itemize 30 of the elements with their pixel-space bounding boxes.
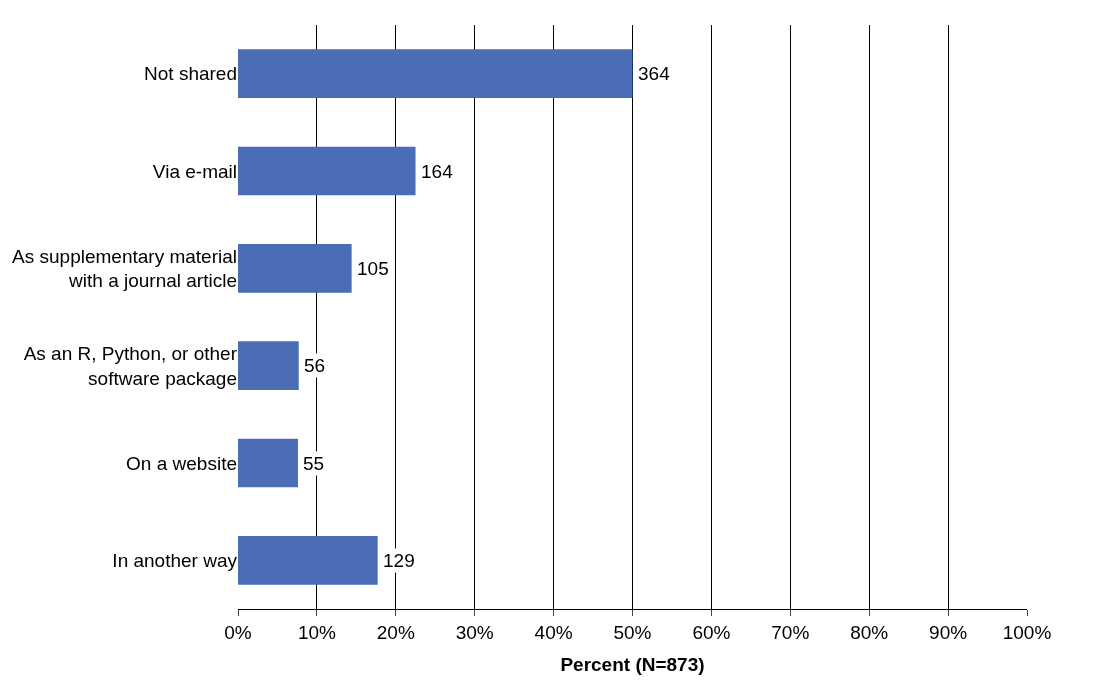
x-tick-label: 40% [534,621,573,643]
bar [238,49,633,98]
x-axis-title: Percent (N=873) [560,653,705,675]
y-tick-label: As supplementary material with a journal article [12,245,237,292]
x-tick-label: 0% [224,621,252,643]
annotation: 164 [421,161,454,182]
x-tick-label: 90% [929,621,968,643]
x-tick-label: 60% [692,621,731,643]
annotation: 105 [357,258,389,279]
annotation: 56 [304,355,326,376]
bar [238,536,378,585]
x-tick-label: 50% [613,621,652,643]
y-tick-label: Via e-mail [152,160,237,182]
x-tick-label: 100% [1002,621,1052,643]
x-tick-label: 70% [771,621,810,643]
y-tick-label: Not shared [144,63,237,85]
bar [238,438,298,488]
x-tick-label: 20% [376,621,415,643]
annotation: 55 [303,453,325,474]
annotation: 129 [383,550,415,571]
y-tick-label: In another way [112,549,238,571]
bar [238,146,416,196]
x-tick-label: 30% [455,621,494,643]
y-tick-label: On a website [126,452,237,474]
x-tick-label: 80% [850,621,889,643]
bar [238,244,352,293]
x-tick-label: 10% [297,621,337,643]
y-tick-label: As an R, Python, or other software package [23,342,238,389]
annotation: 364 [638,63,671,84]
bar [238,341,299,390]
